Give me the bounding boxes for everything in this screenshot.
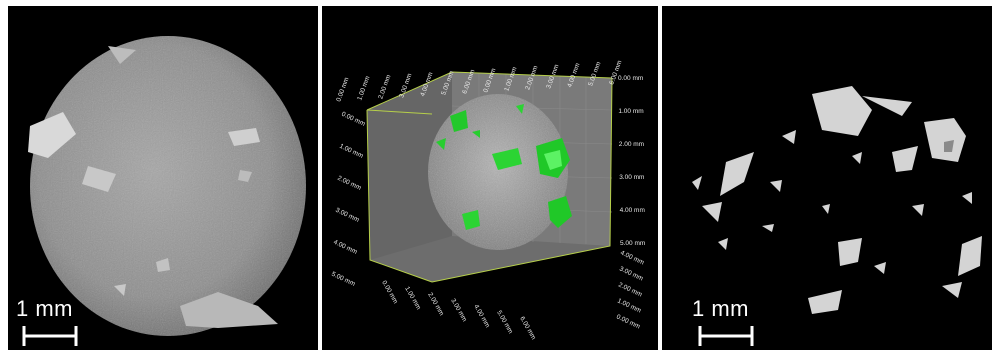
left-axis-labels: 0.00 mm 1.00 mm 2.00 mm 3.00 mm 4.00 mm 5.00 … [330, 111, 366, 288]
axis-tick-label: 0.00 mm [340, 111, 366, 128]
bottom-axis-labels: 0.00 mm 1.00 mm 2.00 mm 3.00 mm 4.00 mm 5.00 … [380, 280, 537, 341]
right-scale-bar [698, 326, 754, 346]
left-scale-bar [22, 326, 78, 346]
green-highlights [436, 104, 572, 230]
axis-tick-label: 2.00 mm [426, 292, 445, 317]
axis-tick-label: 4.00 mm [472, 304, 491, 329]
axis-tick-label: 0.00 mm [615, 313, 641, 330]
axis-tick-label: 1.00 mm [616, 297, 642, 314]
axis-tick-label: 2.00 mm [619, 141, 644, 148]
segmented-inclusions [692, 86, 982, 314]
axis-tick-label: 5.00 mm [620, 240, 645, 247]
axis-tick-label: 0.00 mm [618, 75, 643, 82]
axis-tick-label: 0.00 mm [335, 77, 350, 103]
left-volume-render [28, 36, 306, 336]
right-segmentation-render [692, 86, 982, 314]
bottom-right-axis-labels: 4.00 mm3.00 mm2.00 mm1.00 mm0.00 mm [615, 249, 645, 330]
right-segmentation-panel: 1 mm [662, 6, 992, 350]
axis-tick-label: 1.00 mm [356, 75, 371, 101]
axis-tick-label: 3.00 mm [619, 174, 644, 181]
axis-tick-label: 2.00 mm [377, 74, 392, 100]
axis-tick-label: 4.00 mm [332, 239, 358, 256]
axis-tick-label: 4.00 mm [620, 207, 645, 214]
axis-tick-label: 2.00 mm [617, 281, 643, 298]
axis-tick-label: 5.00 mm [330, 271, 356, 288]
axis-tick-label: 1.00 mm [618, 108, 643, 115]
middle-3d-render: 0.00 mm 1.00 mm 2.00 mm 3.00 mm 4.00 mm 5.00 … [330, 60, 645, 341]
axis-tick-label: 3.00 mm [334, 207, 360, 224]
middle-3d-panel: 0.00 mm 1.00 mm 2.00 mm 3.00 mm 4.00 mm 5.00 … [322, 6, 658, 350]
axis-tick-label: 1.00 mm [403, 286, 422, 311]
left-debris [180, 292, 278, 328]
axis-tick-label: 6.00 mm [518, 316, 537, 341]
box-edges [366, 71, 613, 283]
left-volume-panel: 1 mm [8, 6, 318, 350]
axis-tick-label: 2.00 mm [336, 175, 362, 192]
right-axis-labels: 0.00 mm 1.00 mm 2.00 mm 3.00 mm 4.00 mm 5.00 … [618, 75, 645, 247]
left-scale-label: 1 mm [16, 296, 73, 321]
left-crystal-1 [28, 112, 76, 158]
axis-tick-label: 5.00 mm [495, 310, 514, 335]
axis-tick-label: 1.00 mm [338, 143, 364, 160]
axis-tick-label: 3.00 mm [618, 265, 644, 282]
axis-tick-label: 0.00 mm [380, 280, 399, 305]
axis-tick-label: 4.00 mm [619, 249, 645, 266]
axis-tick-label: 3.00 mm [449, 298, 468, 323]
right-scale-label: 1 mm [692, 296, 749, 321]
